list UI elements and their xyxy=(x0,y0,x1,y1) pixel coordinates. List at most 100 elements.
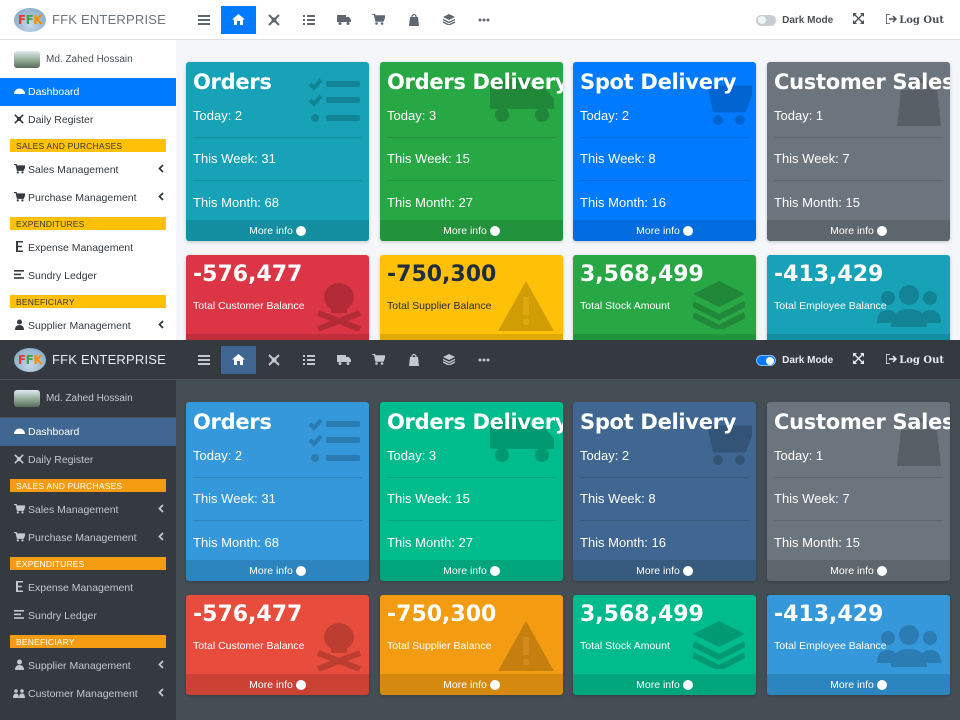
register-icon[interactable] xyxy=(256,6,291,34)
list-icon[interactable] xyxy=(291,6,326,34)
layers-icon[interactable] xyxy=(431,346,466,374)
sidebar-item-sundry-ledger[interactable]: Sundry Ledger xyxy=(0,262,176,290)
toggle-knob xyxy=(758,16,766,24)
more-info-link[interactable]: More info xyxy=(767,334,950,340)
more-info-link[interactable]: More info xyxy=(380,334,563,340)
sidebar-item-purchase-management[interactable]: Purchase Management xyxy=(0,524,176,552)
logout-label: Log Out xyxy=(899,15,944,26)
chevron-left-icon xyxy=(158,660,164,672)
sidebar-item-dashboard[interactable]: Dashboard xyxy=(0,418,176,446)
fullscreen-icon[interactable] xyxy=(853,13,864,27)
logo-letter: K xyxy=(33,353,42,367)
sidebar-item-sundry-ledger[interactable]: Sundry Ledger xyxy=(0,602,176,630)
card-this-week: This Week: 31 xyxy=(193,491,362,521)
warning-icon xyxy=(498,621,554,676)
card-title: Spot Delivery xyxy=(580,410,736,434)
dashboard-icon xyxy=(12,426,26,438)
more-info-label: More info xyxy=(249,565,293,577)
ledger-icon xyxy=(12,270,26,282)
stat-card-orders: Orders Today: 2 This Week: 31 This Month: 6… xyxy=(186,402,369,581)
more-icon[interactable] xyxy=(466,346,501,374)
cart-icon[interactable] xyxy=(361,346,396,374)
balance-value: 3,568,499 xyxy=(580,602,704,627)
sidebar-item-label: Dashboard xyxy=(28,426,79,438)
card-this-week: This Week: 31 xyxy=(193,151,362,181)
more-info-link[interactable]: More info xyxy=(573,674,756,695)
home-icon[interactable] xyxy=(221,346,256,374)
sidebar-item-customer-management[interactable]: Customer Management xyxy=(0,680,176,708)
arrow-circle-right-icon xyxy=(296,680,306,690)
sidebar-section-header: BENEFICIARY xyxy=(10,635,166,648)
more-info-link[interactable]: More info xyxy=(573,560,756,581)
balance-card-total-supplier-balance: -750,300Total Supplier BalanceMore info xyxy=(380,255,563,340)
more-info-link[interactable]: More info xyxy=(186,334,369,340)
dark-mode-toggle[interactable] xyxy=(756,15,776,26)
logo-letter: F xyxy=(26,353,34,367)
card-today: Today: 2 xyxy=(580,448,749,478)
more-info-link[interactable]: More info xyxy=(380,674,563,695)
menu-icon[interactable] xyxy=(186,346,221,374)
logout-link[interactable]: Log Out xyxy=(886,354,944,367)
arrow-circle-right-icon xyxy=(877,226,887,236)
more-info-link[interactable]: More info xyxy=(767,674,950,695)
more-info-link[interactable]: More info xyxy=(186,220,369,241)
expense-icon xyxy=(12,241,26,255)
more-info-label: More info xyxy=(830,225,874,237)
list-icon[interactable] xyxy=(291,346,326,374)
more-icon[interactable] xyxy=(466,6,501,34)
menu-icon[interactable] xyxy=(186,6,221,34)
more-info-link[interactable]: More info xyxy=(767,560,950,581)
cart-icon xyxy=(12,532,26,545)
balance-card-total-supplier-balance: -750,300Total Supplier BalanceMore info xyxy=(380,595,563,695)
sidebar-item-expense-management[interactable]: Expense Management xyxy=(0,574,176,602)
sidebar-item-daily-register[interactable]: Daily Register xyxy=(0,106,176,134)
sidebar-item-label: Purchase Management xyxy=(28,532,137,544)
card-this-month: This Month: 68 xyxy=(193,195,362,210)
logout-link[interactable]: Log Out xyxy=(886,14,944,27)
chevron-left-icon xyxy=(158,688,164,700)
more-info-link[interactable]: More info xyxy=(767,220,950,241)
sidebar-item-dashboard[interactable]: Dashboard xyxy=(0,78,176,106)
sidebar-item-daily-register[interactable]: Daily Register xyxy=(0,446,176,474)
more-info-label: More info xyxy=(830,339,874,341)
arrow-circle-right-icon xyxy=(877,340,887,341)
sidebar-menu: Dashboard Daily Register SALES AND PURCHAS… xyxy=(0,78,176,340)
sidebar-item-purchase-management[interactable]: Purchase Management xyxy=(0,184,176,212)
customer-icon xyxy=(12,688,26,701)
more-info-label: More info xyxy=(636,339,680,341)
sidebar-item-sales-management[interactable]: Sales Management xyxy=(0,156,176,184)
sidebar-section-header: EXPENDITURES xyxy=(10,217,166,230)
layers-icon[interactable] xyxy=(431,6,466,34)
balance-label: Total Supplier Balance xyxy=(387,640,491,652)
dark-mode-toggle[interactable] xyxy=(756,355,776,366)
cart-icon[interactable] xyxy=(361,6,396,34)
arrow-circle-right-icon xyxy=(490,340,500,341)
more-info-link[interactable]: More info xyxy=(380,220,563,241)
card-today: Today: 2 xyxy=(193,108,362,138)
fullscreen-icon[interactable] xyxy=(853,353,864,367)
register-icon[interactable] xyxy=(256,346,291,374)
more-info-label: More info xyxy=(249,339,293,341)
sidebar-item-supplier-management[interactable]: Supplier Management xyxy=(0,652,176,680)
home-icon[interactable] xyxy=(221,6,256,34)
sidebar-item-sales-management[interactable]: Sales Management xyxy=(0,496,176,524)
bag-icon[interactable] xyxy=(396,6,431,34)
card-today: Today: 1 xyxy=(774,448,943,478)
truck-icon[interactable] xyxy=(326,346,361,374)
more-info-link[interactable]: More info xyxy=(186,674,369,695)
sidebar-item-expense-management[interactable]: Expense Management xyxy=(0,234,176,262)
sidebar-item-supplier-management[interactable]: Supplier Management xyxy=(0,312,176,340)
bag-icon[interactable] xyxy=(396,346,431,374)
more-info-link[interactable]: More info xyxy=(573,334,756,340)
more-info-link[interactable]: More info xyxy=(186,560,369,581)
user-panel[interactable]: Md. Zahed Hossain xyxy=(0,380,176,418)
more-info-link[interactable]: More info xyxy=(573,220,756,241)
user-panel[interactable]: Md. Zahed Hossain xyxy=(0,40,176,78)
more-info-link[interactable]: More info xyxy=(380,560,563,581)
logo: FFK xyxy=(14,348,46,372)
truck-icon[interactable] xyxy=(326,6,361,34)
